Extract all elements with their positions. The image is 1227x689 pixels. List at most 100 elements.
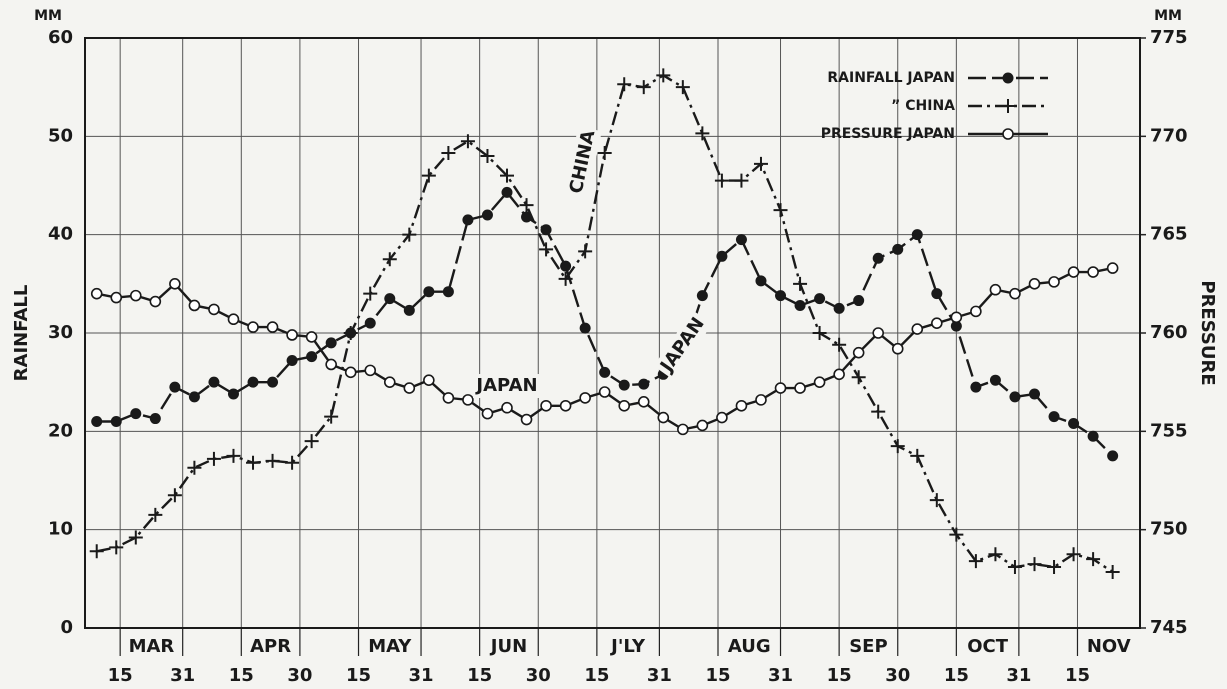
marker <box>1086 552 1101 567</box>
marker <box>540 224 552 236</box>
marker <box>383 376 396 388</box>
marker <box>89 544 104 559</box>
x-tick-label: 15 <box>584 665 609 686</box>
y2-axis-label: PRESSURE <box>1197 280 1218 385</box>
marker <box>716 250 728 262</box>
y2-tick-label: 750 <box>1150 519 1188 540</box>
marker <box>501 186 513 198</box>
marker <box>1009 391 1021 403</box>
marker <box>695 126 710 141</box>
marker <box>578 244 593 259</box>
x-tick-label: 15 <box>467 665 492 686</box>
marker <box>520 413 533 426</box>
marker <box>560 260 572 272</box>
y2-tick-label: 765 <box>1150 224 1188 245</box>
annotation: JAPAN <box>655 314 708 378</box>
marker <box>931 317 943 329</box>
marker <box>1067 266 1080 278</box>
marker <box>598 386 611 398</box>
marker <box>149 295 162 308</box>
marker <box>227 313 240 326</box>
marker <box>968 554 983 569</box>
marker <box>929 493 944 508</box>
marker <box>696 290 708 302</box>
marker <box>970 381 982 393</box>
x-tick-label: 15 <box>1065 665 1090 686</box>
marker <box>911 229 923 241</box>
y2-tick-label: 755 <box>1150 420 1188 441</box>
marker <box>833 368 845 381</box>
legend-label: RAINFALL JAPAN <box>827 70 955 86</box>
y2-tick-label: 775 <box>1150 27 1188 48</box>
marker <box>442 286 454 298</box>
marker <box>696 419 709 432</box>
marker <box>618 379 630 391</box>
marker <box>1087 430 1099 442</box>
marker <box>1105 564 1120 579</box>
marker <box>501 401 513 414</box>
marker <box>539 242 554 257</box>
marker <box>1107 450 1119 462</box>
marker <box>363 286 378 301</box>
x-tick-label: 31 <box>768 665 793 686</box>
y2-tick-label: 770 <box>1150 125 1188 146</box>
marker <box>872 252 884 264</box>
marker <box>656 68 671 83</box>
marker <box>970 305 982 318</box>
marker <box>325 337 337 349</box>
marker <box>911 323 924 335</box>
marker <box>599 366 611 378</box>
marker <box>423 374 435 387</box>
marker <box>794 382 806 394</box>
y-unit: MM <box>34 8 62 24</box>
marker <box>109 540 124 555</box>
marker <box>852 346 865 359</box>
marker <box>755 394 767 406</box>
marker <box>833 302 845 314</box>
marker <box>110 416 122 427</box>
y-tick-label: 50 <box>48 125 73 146</box>
annotation-bg <box>653 310 713 380</box>
y2-unit: MM <box>1154 8 1182 24</box>
marker <box>403 304 415 316</box>
marker <box>950 311 963 324</box>
x-tick-label: 30 <box>287 665 312 686</box>
y-tick-label: 10 <box>48 519 73 540</box>
marker <box>1007 560 1022 575</box>
y-tick-label: 20 <box>48 420 73 441</box>
x-tick-label: 30 <box>885 665 910 686</box>
marker <box>638 378 650 390</box>
marker <box>892 243 904 255</box>
x-tick-label: 15 <box>229 665 254 686</box>
month-label: APR <box>250 636 291 657</box>
marker <box>657 411 670 424</box>
marker <box>890 439 905 454</box>
marker <box>813 376 826 388</box>
annotation-bg <box>564 126 602 198</box>
marker <box>481 209 493 221</box>
marker <box>677 423 689 436</box>
marker <box>989 374 1001 386</box>
marker <box>169 278 181 290</box>
marker <box>775 290 787 302</box>
annotation: JAPAN <box>474 375 537 396</box>
month-label: AUG <box>728 636 771 657</box>
marker <box>344 366 357 379</box>
marker <box>773 203 788 218</box>
marker <box>265 453 280 468</box>
marker <box>266 321 279 333</box>
marker <box>285 455 300 470</box>
marker <box>90 287 103 300</box>
month-label: MAY <box>368 636 412 657</box>
marker <box>286 355 298 367</box>
marker <box>1027 557 1042 572</box>
marker <box>480 149 495 163</box>
series-line <box>96 266 1113 431</box>
y-axis-label: RAINFALL <box>11 285 32 382</box>
marker <box>1068 417 1080 429</box>
x-tick-label: 31 <box>647 665 672 686</box>
marker <box>950 320 962 332</box>
marker <box>91 416 103 427</box>
marker <box>364 317 376 329</box>
